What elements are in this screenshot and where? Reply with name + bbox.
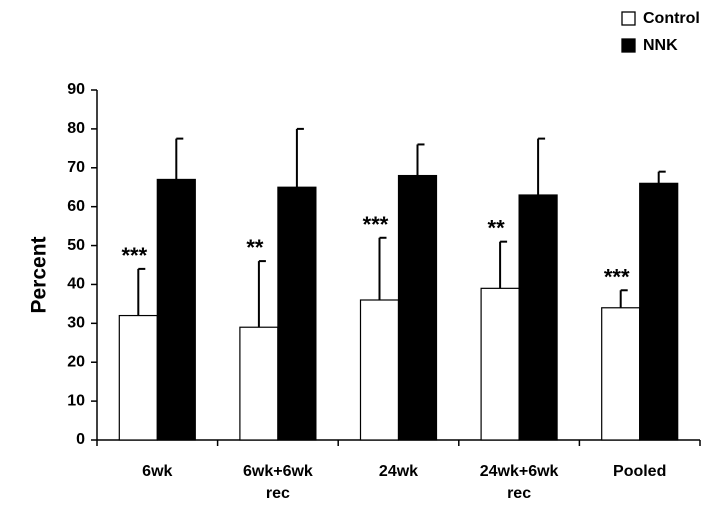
legend: Control NNK [621,10,700,54]
bar-control [118,314,158,441]
category-label-line: 24wk+6wk [480,463,559,480]
bar-nnk [277,186,317,441]
bar-nnk [156,178,196,441]
axes [91,89,701,446]
y-tick-label: 30 [67,315,85,332]
significance-marker: *** [121,243,147,268]
category-label-line: 24wk [379,463,418,480]
significance-marker: *** [363,212,389,237]
significance-marker: ** [488,216,506,241]
category-label: 6wk+6wk rec [243,463,313,502]
y-tick-label: 80 [67,120,85,137]
y-tick-labels: 0 10 20 30 40 50 60 70 80 90 [67,81,85,448]
y-tick-label: 0 [76,431,85,448]
error-bars [137,127,666,328]
y-tick-label: 20 [67,353,85,370]
significance-marker: *** [604,264,630,289]
category-label-line: rec [507,485,531,502]
bar-control [480,287,520,441]
bar-control [601,307,641,441]
y-tick-label: 70 [67,159,85,176]
category-label-line: 6wk [142,463,172,480]
significance-markers: *** ***** ***** [121,212,630,290]
legend-swatch-nnk [621,38,636,53]
y-axis-label: Percent [28,236,51,313]
legend-swatch-control [621,11,636,26]
y-tick-label: 90 [67,81,85,98]
bar-nnk [639,182,679,441]
bar-nnk [518,194,558,441]
y-tick-label: 10 [67,392,85,409]
bar-control [239,326,279,441]
category-label-line: Pooled [613,463,666,480]
category-labels: 6wk 6wk+6wk rec 24wk 24wk+6wk rec Pooled [142,463,666,502]
bars [118,174,679,441]
bar-nnk [397,174,438,441]
category-label: 24wk [379,463,418,480]
category-label-line: 6wk+6wk [243,463,313,480]
y-tick-label: 60 [67,198,85,215]
category-label: 6wk [142,463,172,480]
legend-label-nnk: NNK [643,37,678,54]
category-label: 24wk+6wk rec [480,463,559,502]
category-label-line: rec [266,485,290,502]
legend-label-control: Control [643,10,700,27]
y-tick-label: 50 [67,237,85,254]
significance-marker: ** [246,235,264,260]
y-tick-label: 40 [67,276,85,293]
bar-control [359,299,400,441]
category-label: Pooled [613,463,666,480]
